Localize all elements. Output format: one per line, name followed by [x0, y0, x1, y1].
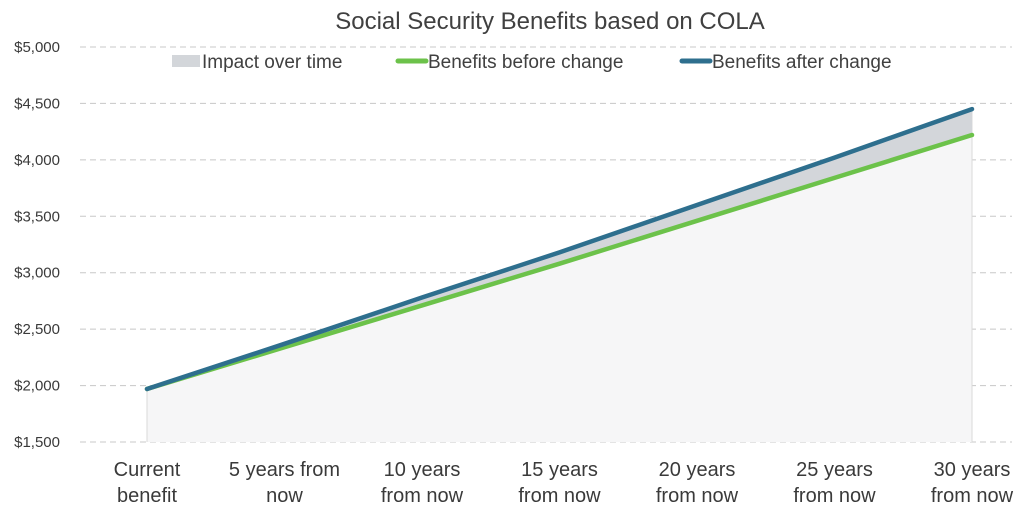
- legend-label: Impact over time: [202, 52, 342, 73]
- x-tick-label: 10 years from now: [381, 459, 464, 506]
- y-axis: $1,500 $2,000 $2,500 $3,000 $3,500 $4,000 $4,5…: [14, 39, 60, 451]
- legend-label: Benefits before change: [428, 52, 623, 73]
- x-tick-label: 15 years from now: [518, 459, 601, 506]
- legend-item-before: Benefits before change: [395, 52, 623, 73]
- y-tick-label: $4,000: [14, 152, 60, 169]
- y-tick-label: $3,500: [14, 208, 60, 225]
- y-tick-label: $5,000: [14, 39, 60, 56]
- x-axis: Current benefit 5 years from now 10 years fro…: [114, 459, 1014, 506]
- y-tick-label: $2,000: [14, 378, 60, 395]
- legend-swatch: [172, 55, 200, 67]
- x-tick-label: 25 years from now: [793, 459, 876, 506]
- series-lines: [144, 106, 975, 392]
- line-benefits-before-change: [144, 132, 975, 392]
- legend-item-impact: Impact over time: [172, 52, 342, 73]
- line-benefits-after-change: [144, 106, 975, 392]
- x-tick-label: 30 years from now: [931, 459, 1014, 506]
- chart-title: Social Security Benefits based on COLA: [335, 8, 765, 35]
- x-tick-label: 20 years from now: [656, 459, 739, 506]
- y-tick-label: $3,000: [14, 265, 60, 282]
- legend-item-after: Benefits after change: [679, 52, 892, 73]
- legend: Impact over time Benefits before change Be…: [172, 52, 892, 73]
- x-tick-label: Current benefit: [114, 459, 181, 506]
- x-tick-label: 5 years from now: [229, 459, 340, 506]
- y-tick-label: $1,500: [14, 434, 60, 451]
- y-tick-label: $4,500: [14, 95, 60, 112]
- legend-label: Benefits after change: [712, 52, 892, 73]
- y-tick-label: $2,500: [14, 321, 60, 338]
- plot-area: [146, 109, 973, 443]
